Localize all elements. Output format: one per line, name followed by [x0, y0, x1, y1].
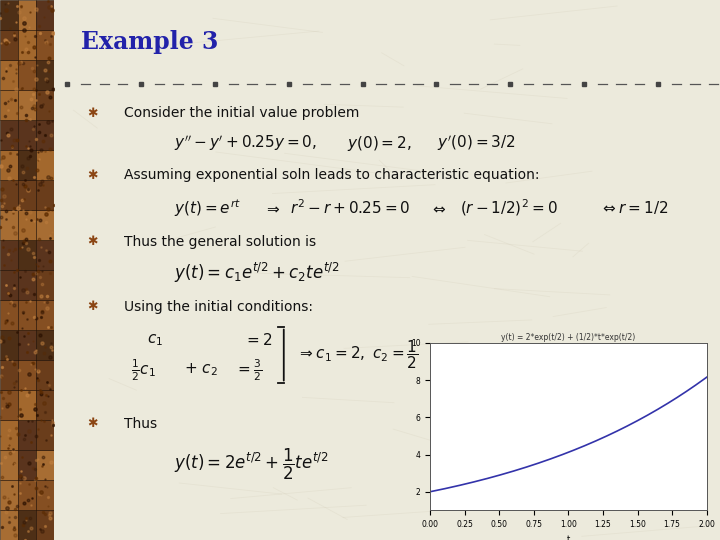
Bar — [18, 270, 36, 300]
Bar — [0, 210, 18, 240]
Bar — [36, 330, 54, 360]
Bar — [0, 240, 18, 270]
Bar — [18, 510, 36, 540]
Bar — [18, 300, 36, 330]
Bar — [18, 60, 36, 90]
Bar — [0, 60, 18, 90]
Text: $y(0) = 2,$: $y(0) = 2,$ — [347, 133, 412, 153]
Text: Using the initial conditions:: Using the initial conditions: — [124, 300, 313, 314]
Text: Thus: Thus — [124, 417, 157, 431]
Bar — [0, 150, 18, 180]
Bar — [36, 270, 54, 300]
Text: $(r - 1/2)^2 = 0$: $(r - 1/2)^2 = 0$ — [460, 198, 558, 218]
Bar — [36, 150, 54, 180]
Bar — [36, 240, 54, 270]
Text: ✱: ✱ — [87, 107, 98, 120]
Bar — [18, 420, 36, 450]
Bar — [36, 120, 54, 150]
Bar — [18, 120, 36, 150]
Bar — [36, 450, 54, 480]
Bar — [36, 390, 54, 420]
Text: $y(t) = 2e^{t/2} + \dfrac{1}{2}te^{t/2}$: $y(t) = 2e^{t/2} + \dfrac{1}{2}te^{t/2}$ — [174, 447, 328, 482]
Text: Consider the initial value problem: Consider the initial value problem — [124, 106, 359, 120]
Bar — [0, 450, 18, 480]
Bar — [18, 360, 36, 390]
Text: $\Rightarrow$: $\Rightarrow$ — [264, 200, 281, 215]
Text: ✱: ✱ — [87, 235, 98, 248]
Text: ✱: ✱ — [87, 417, 98, 430]
Text: $r^2 - r + 0.25 = 0$: $r^2 - r + 0.25 = 0$ — [290, 199, 411, 217]
Bar — [36, 60, 54, 90]
Bar — [36, 420, 54, 450]
Bar — [36, 210, 54, 240]
Bar — [18, 30, 36, 60]
Bar — [0, 270, 18, 300]
Bar — [18, 210, 36, 240]
Bar — [18, 0, 36, 30]
Text: $= 2$: $= 2$ — [244, 332, 273, 348]
Bar — [18, 480, 36, 510]
Bar — [36, 480, 54, 510]
Text: $y'' - y' + 0.25y = 0,$: $y'' - y' + 0.25y = 0,$ — [174, 133, 317, 153]
Bar — [0, 420, 18, 450]
Bar — [0, 360, 18, 390]
Bar — [18, 240, 36, 270]
Bar — [36, 30, 54, 60]
Bar — [18, 450, 36, 480]
Bar — [0, 90, 18, 120]
Bar — [0, 120, 18, 150]
Title: y(t) = 2*exp(t/2) + (1/2)*t*exp(t/2): y(t) = 2*exp(t/2) + (1/2)*t*exp(t/2) — [501, 333, 636, 342]
Text: $\Rightarrow c_1 = 2,\ c_2 = \dfrac{1}{2}$: $\Rightarrow c_1 = 2,\ c_2 = \dfrac{1}{2… — [297, 339, 418, 372]
Bar — [18, 150, 36, 180]
Text: $= \frac{3}{2}$: $= \frac{3}{2}$ — [235, 357, 263, 383]
Text: Thus the general solution is: Thus the general solution is — [124, 235, 316, 249]
Bar — [36, 0, 54, 30]
Bar — [18, 180, 36, 210]
Text: $y'(0) = 3/2$: $y'(0) = 3/2$ — [437, 133, 516, 153]
Bar — [18, 90, 36, 120]
Bar — [0, 390, 18, 420]
Bar — [0, 300, 18, 330]
Text: $y(t) = c_1 e^{t/2} + c_2 t e^{t/2}$: $y(t) = c_1 e^{t/2} + c_2 t e^{t/2}$ — [174, 261, 339, 285]
Text: Example 3: Example 3 — [81, 30, 218, 53]
Bar — [0, 480, 18, 510]
Text: $\frac{1}{2}c_1$: $\frac{1}{2}c_1$ — [130, 357, 156, 383]
Text: ✱: ✱ — [87, 169, 98, 182]
X-axis label: t: t — [567, 535, 570, 540]
Text: $c_1$: $c_1$ — [148, 332, 163, 348]
Text: Assuming exponential soln leads to characteristic equation:: Assuming exponential soln leads to chara… — [124, 168, 539, 183]
Bar — [0, 180, 18, 210]
Bar — [18, 330, 36, 360]
Bar — [0, 0, 18, 30]
Text: $\Leftrightarrow$: $\Leftrightarrow$ — [431, 200, 447, 215]
Bar — [36, 510, 54, 540]
Bar — [36, 90, 54, 120]
Bar — [0, 330, 18, 360]
Bar — [36, 180, 54, 210]
Text: $\Leftrightarrow r = 1/2$: $\Leftrightarrow r = 1/2$ — [600, 199, 668, 217]
Bar — [36, 300, 54, 330]
Bar — [0, 510, 18, 540]
Bar — [18, 390, 36, 420]
Bar — [0, 30, 18, 60]
Bar — [36, 360, 54, 390]
Text: $+\ c_2$: $+\ c_2$ — [184, 362, 217, 378]
Text: $y(t) = e^{rt}$: $y(t) = e^{rt}$ — [174, 197, 241, 219]
Text: ✱: ✱ — [87, 300, 98, 313]
